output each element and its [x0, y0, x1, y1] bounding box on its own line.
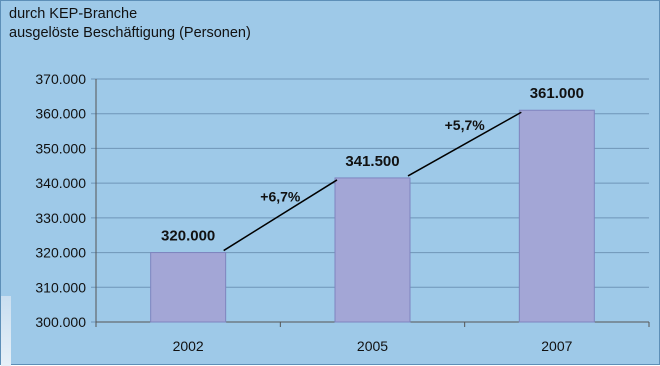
corner-fade — [1, 296, 11, 366]
bar — [150, 252, 227, 323]
y-tick-label: 350.000 — [35, 140, 86, 156]
x-tick-label: 2007 — [541, 338, 572, 354]
chart-title-line-1: durch KEP-Branche — [9, 6, 138, 22]
bar — [334, 177, 411, 323]
x-tick-label: 2005 — [357, 338, 388, 354]
bar-value-label: 361.000 — [530, 85, 584, 102]
y-tick-label: 320.000 — [35, 245, 86, 261]
y-tick-label: 330.000 — [35, 210, 86, 226]
growth-label: +6,7% — [260, 188, 301, 204]
bar-value-label: 341.500 — [345, 153, 399, 170]
y-tick-label: 370.000 — [35, 71, 86, 87]
chart-title-line-2: ausgelöste Beschäftigung (Personen) — [9, 25, 251, 41]
y-tick-label: 300.000 — [35, 314, 86, 330]
y-tick-label: 360.000 — [35, 106, 86, 122]
y-tick-label: 310.000 — [35, 279, 86, 295]
growth-connector-line — [407, 111, 522, 177]
bar-value-label: 320.000 — [161, 228, 215, 245]
y-tick-label: 340.000 — [35, 175, 86, 191]
bar — [518, 109, 595, 323]
x-tick-label: 2002 — [173, 338, 204, 354]
growth-label: +5,7% — [445, 117, 486, 133]
growth-connector-line — [223, 179, 338, 252]
